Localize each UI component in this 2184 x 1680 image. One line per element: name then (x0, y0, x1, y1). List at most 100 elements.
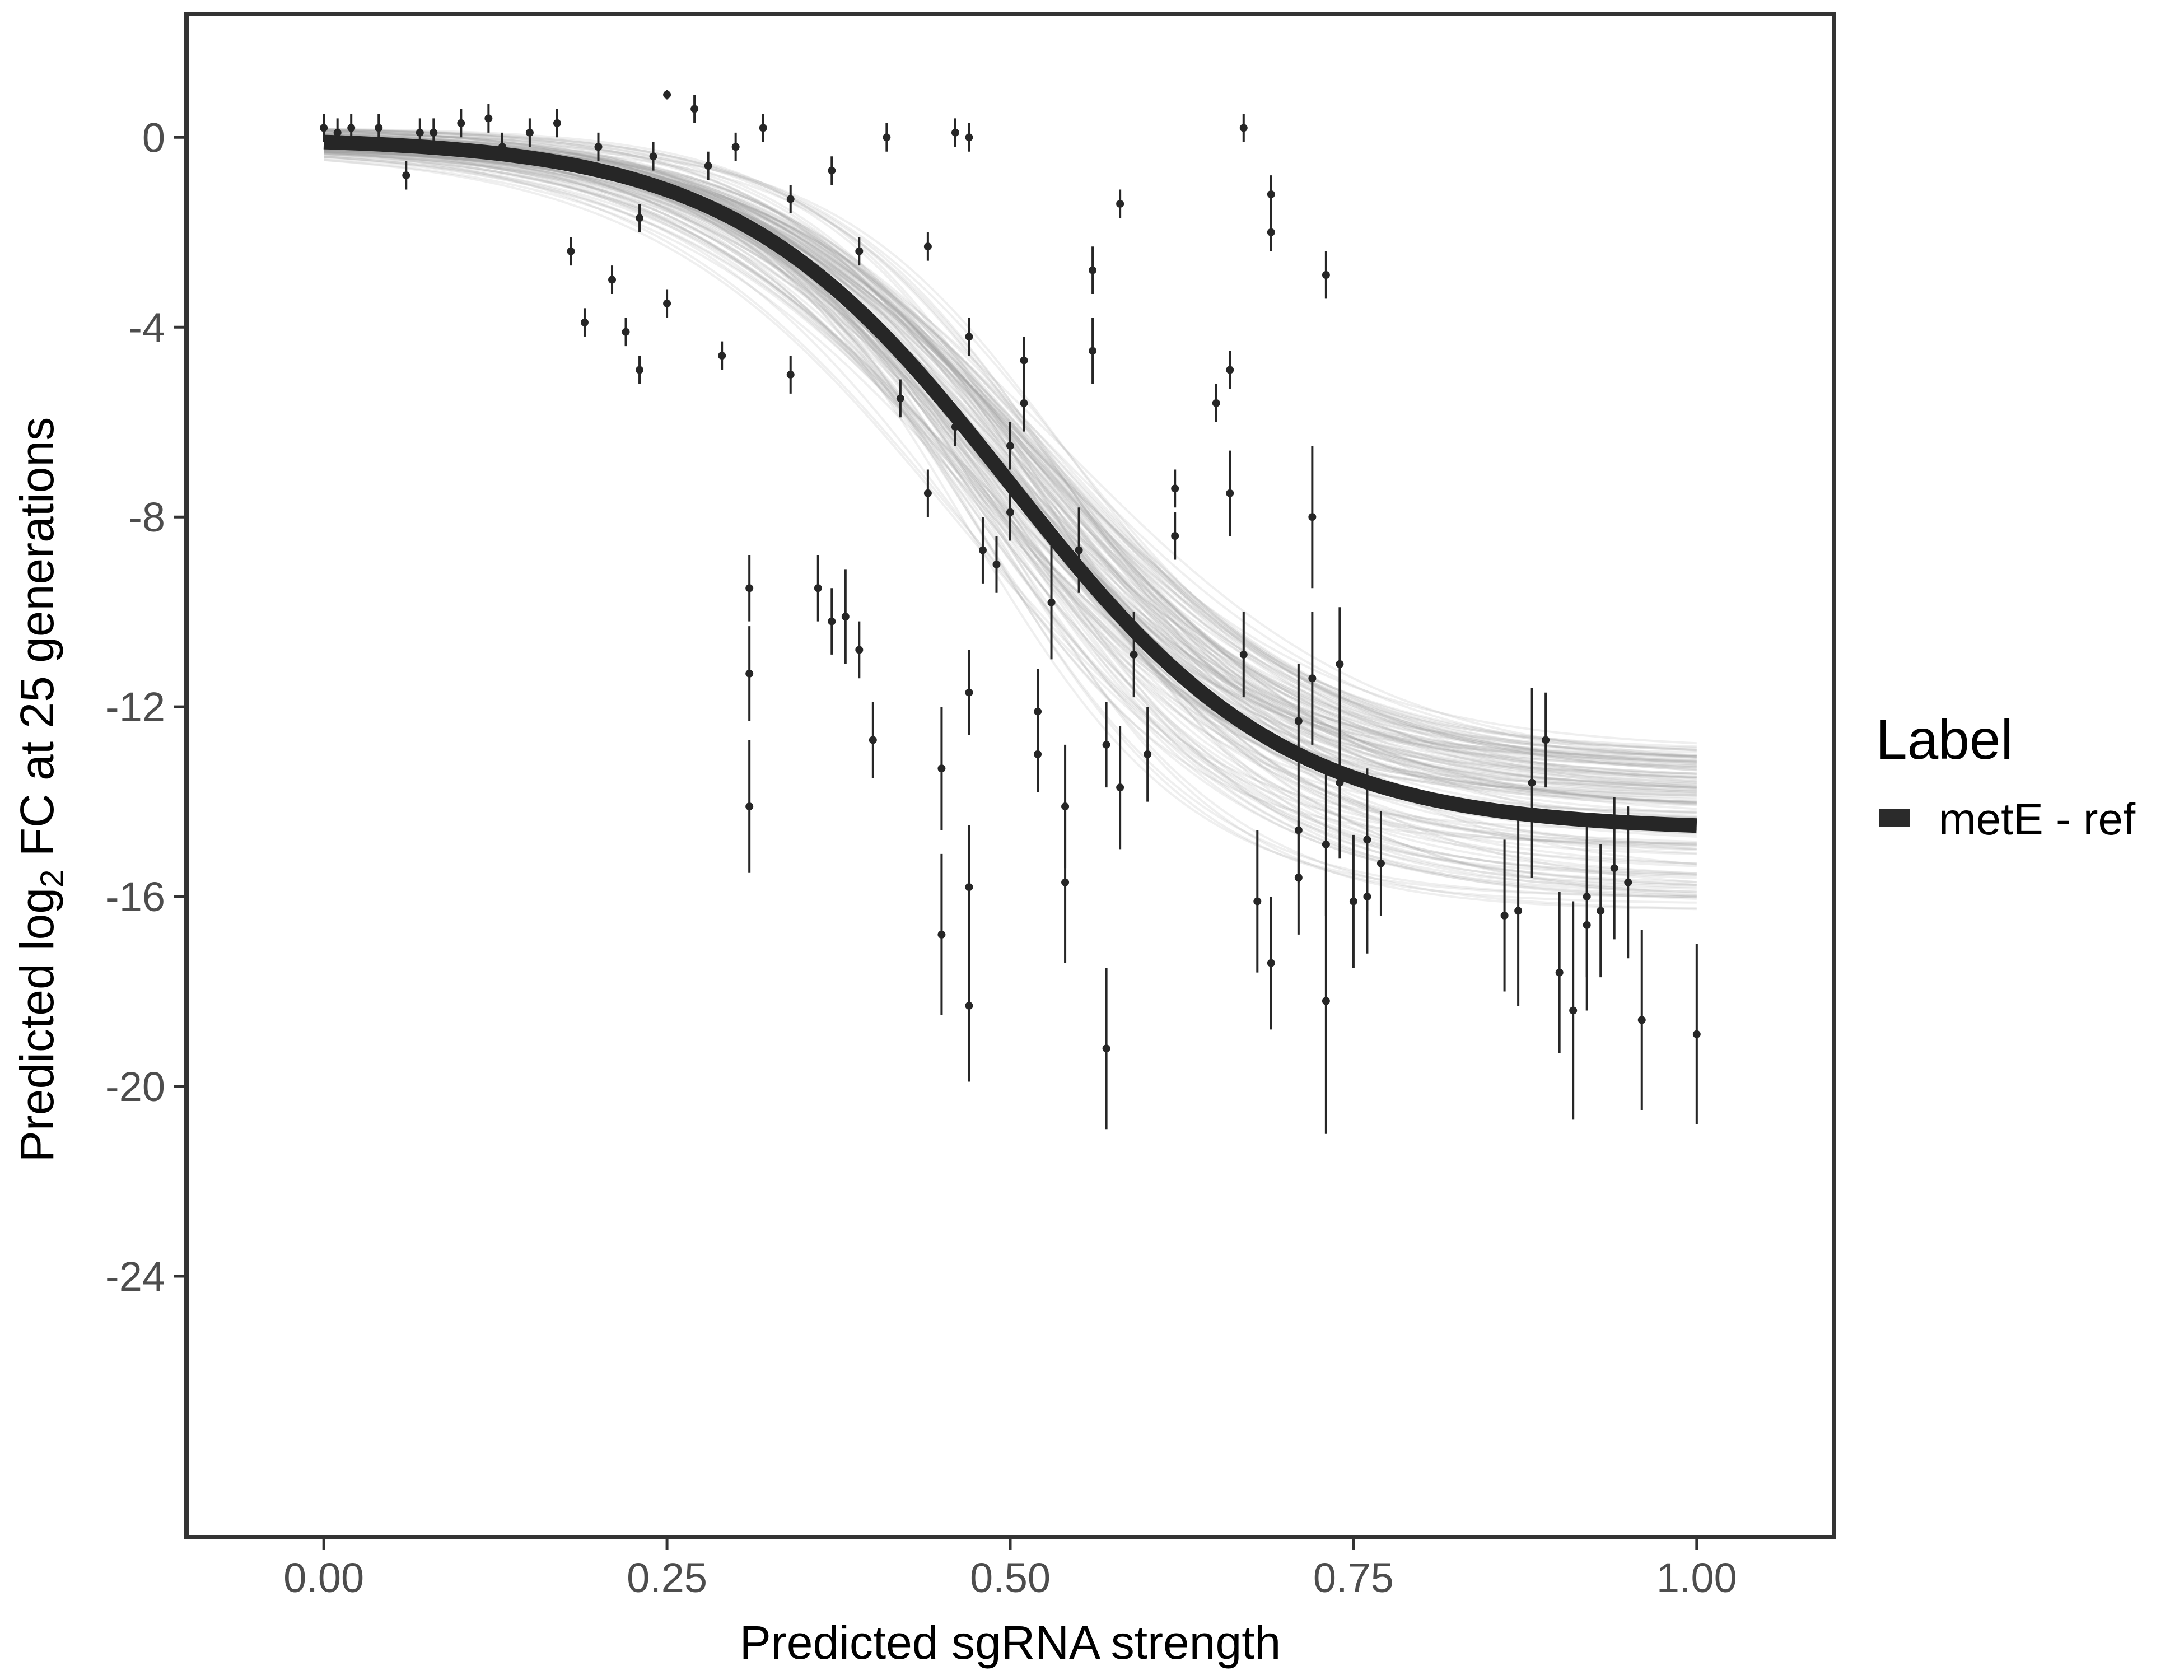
data-point (786, 370, 795, 379)
y-axis-title-subscript: 2 (34, 870, 71, 888)
data-point (1376, 859, 1385, 867)
data-point (347, 124, 356, 132)
data-point (1514, 907, 1523, 915)
ensemble-line (324, 134, 1697, 805)
data-point (745, 584, 754, 592)
data-point (567, 247, 575, 255)
data-point (430, 128, 438, 137)
data-point (1006, 508, 1014, 516)
ensemble-line (324, 158, 1697, 886)
data-point (965, 133, 973, 142)
data-point (1020, 399, 1028, 407)
data-point (1583, 921, 1591, 929)
data-point (965, 883, 973, 892)
y-axis-title: Predicted log2 FC at 25 generations (11, 417, 71, 1162)
ensemble-line (324, 151, 1697, 763)
data-point (1349, 897, 1357, 906)
data-point (923, 242, 932, 251)
data-point (1006, 442, 1014, 450)
data-point (1637, 1016, 1646, 1024)
y-tick-label: -24 (105, 1253, 165, 1300)
data-point (1102, 740, 1110, 749)
ensemble-line (324, 155, 1697, 899)
y-tick-label: -12 (105, 684, 165, 730)
ensemble-line (324, 133, 1697, 759)
data-point (1308, 674, 1317, 683)
data-point (759, 124, 767, 132)
data-point (1102, 1044, 1110, 1053)
panel-border (184, 12, 1836, 1539)
data-point (525, 128, 534, 137)
data-point (1034, 750, 1042, 758)
data-point (636, 366, 644, 374)
data-point (786, 195, 795, 203)
data-point (1020, 356, 1028, 365)
data-point (745, 669, 754, 678)
x-tick-label: 1.00 (1656, 1555, 1737, 1601)
legend-key (1879, 809, 1910, 827)
y-tick-label: -20 (105, 1063, 165, 1110)
data-point (965, 333, 973, 341)
x-tick-label: 0.75 (1313, 1555, 1394, 1601)
data-point (498, 143, 506, 151)
data-point (1171, 532, 1179, 540)
data-point (320, 124, 328, 132)
data-point (608, 276, 617, 284)
data-point (333, 128, 342, 137)
ensemble-line (324, 130, 1697, 772)
data-point (1322, 271, 1330, 279)
data-point (1116, 199, 1124, 208)
y-axis-title-suffix: FC at 25 generations (11, 417, 63, 870)
data-point (663, 299, 671, 307)
data-point (1226, 489, 1234, 497)
data-point (828, 617, 836, 626)
ensemble-line (324, 150, 1697, 865)
x-tick-label: 0.00 (283, 1555, 364, 1601)
data-point (1267, 959, 1275, 967)
data-point (1336, 778, 1344, 787)
data-point (1253, 897, 1262, 906)
x-tick-label: 0.25 (627, 1555, 707, 1601)
data-point (1308, 513, 1317, 521)
x-axis-ticks: 0.00 0.25 0.50 0.75 1.00 (283, 1539, 1737, 1601)
data-point (1034, 707, 1042, 716)
data-point (1569, 1006, 1578, 1015)
data-point (1089, 347, 1097, 355)
data-point (992, 560, 1001, 568)
data-point (951, 423, 959, 431)
ensemble-line (324, 143, 1697, 778)
data-point (1267, 190, 1275, 198)
data-point (484, 114, 493, 123)
data-point (1226, 366, 1234, 374)
data-point (855, 646, 864, 654)
data-point (814, 584, 822, 592)
ensemble-line (324, 141, 1697, 900)
data-point (718, 352, 726, 360)
data-point (883, 133, 891, 142)
data-point (622, 328, 630, 336)
ensemble-line (324, 148, 1697, 884)
y-axis-title-prefix: Predicted log (11, 888, 63, 1162)
data-point (1144, 750, 1152, 758)
data-point (841, 613, 850, 621)
ensemble-line (324, 142, 1697, 754)
data-point (1336, 660, 1344, 668)
data-point (869, 736, 877, 744)
data-point (745, 802, 754, 811)
data-point (1047, 598, 1056, 606)
data-point (1212, 399, 1220, 407)
y-tick-label: -16 (105, 874, 165, 920)
x-tick-label: 0.50 (970, 1555, 1051, 1601)
data-point (1363, 836, 1371, 844)
legend-label: metE - ref (1939, 794, 2136, 844)
data-point (1294, 874, 1303, 882)
ensemble-line (324, 129, 1697, 806)
ensemble-line (324, 141, 1697, 758)
ensemble-line (324, 134, 1697, 758)
data-point (636, 214, 644, 222)
data-point (375, 124, 383, 132)
ensemble-line (324, 129, 1697, 757)
data-point (1528, 778, 1536, 787)
data-point (1116, 783, 1124, 792)
